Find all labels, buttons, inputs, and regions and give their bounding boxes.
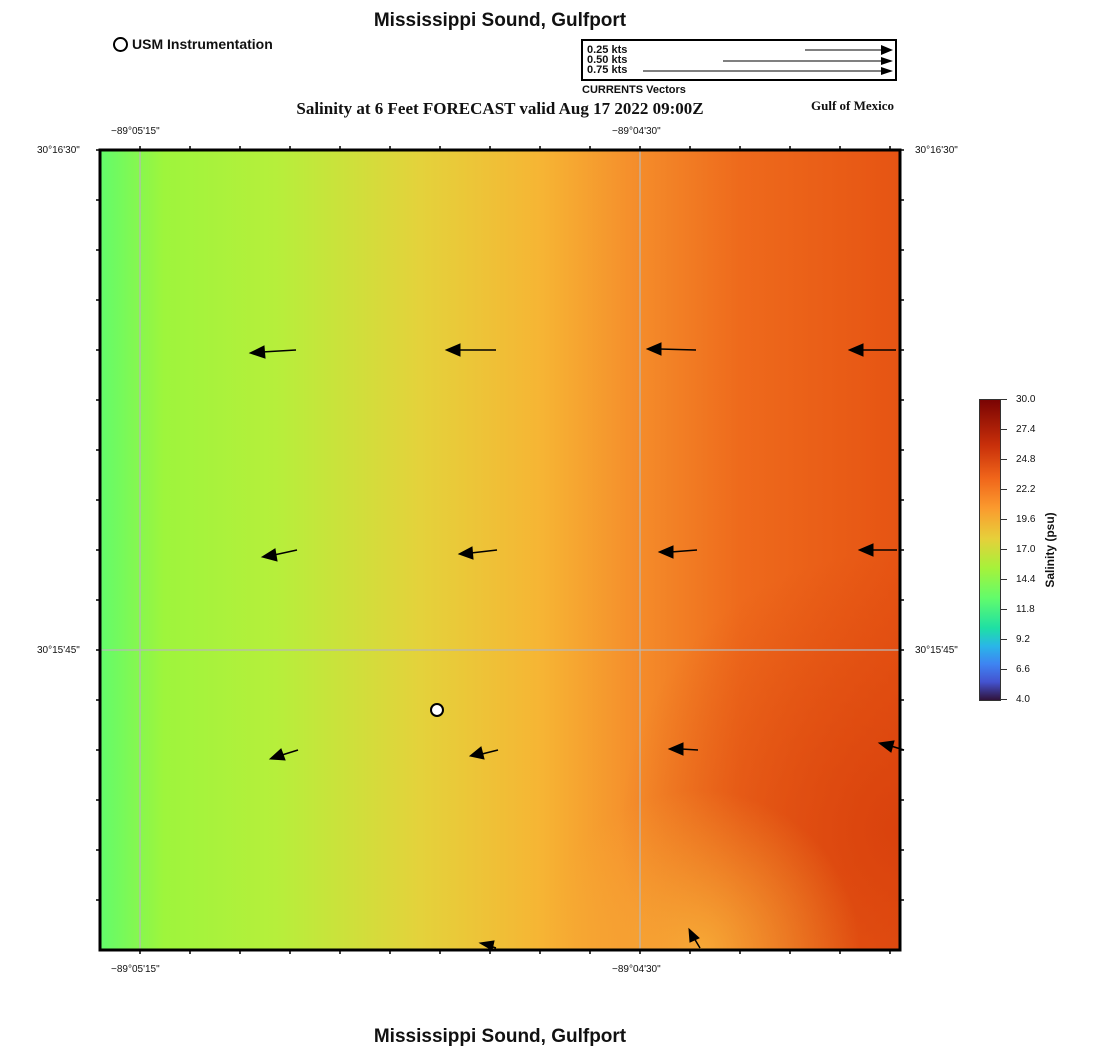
current-vectors <box>248 342 905 951</box>
current-vector <box>260 548 298 562</box>
gridlines <box>100 150 900 950</box>
frame-ticks <box>96 146 904 954</box>
current-vector <box>688 927 701 949</box>
colorbar-label: 24.8 <box>1016 454 1036 465</box>
colorbar-tick <box>1001 489 1007 490</box>
colorbar-tick <box>1001 519 1007 520</box>
vector-legend-arrow-050 <box>723 57 893 65</box>
current-vector <box>857 543 897 557</box>
colorbar-label: 30.0 <box>1016 394 1036 405</box>
colorbar-tick <box>1001 429 1007 430</box>
current-vector <box>248 345 297 359</box>
colorbar-tick <box>1001 669 1007 670</box>
lat-label-left-top: 30°16'30" <box>37 145 80 156</box>
colorbar-label: 11.8 <box>1016 604 1035 615</box>
map-title: Mississippi Sound, Gulfport <box>373 10 627 31</box>
vector-legend-label-050: 0.50 kts <box>587 54 628 66</box>
colorbar-tick <box>1001 609 1007 610</box>
station-legend-label: USM Instrumentation <box>132 36 273 52</box>
colorbar-tick <box>1001 699 1007 700</box>
lon-label-top-right: −89°04'30" <box>612 126 661 137</box>
current-vector <box>645 342 697 356</box>
region-label: Gulf of Mexico <box>811 98 895 113</box>
vector-legend-label-075: 0.75 kts <box>587 64 628 76</box>
colorbar-label: 19.6 <box>1016 514 1036 525</box>
vector-legend-arrow-025 <box>805 45 893 55</box>
vector-legend-label-025: 0.25 kts <box>587 44 628 56</box>
colorbar-tick <box>1001 399 1007 400</box>
footer-title: Mississippi Sound, Gulfport <box>373 1026 627 1047</box>
colorbar-label: 14.4 <box>1016 574 1036 585</box>
colorbar-label: 22.2 <box>1016 484 1036 495</box>
current-vector <box>457 546 498 560</box>
lat-label-left-mid: 30°15'45" <box>37 645 80 656</box>
lon-label-bottom-left: −89°05'15" <box>111 964 160 975</box>
current-vector <box>667 742 699 756</box>
current-vector <box>478 940 497 951</box>
colorbar-label: 27.4 <box>1016 424 1036 435</box>
current-vector <box>268 748 299 761</box>
colorbar-label: 4.0 <box>1016 694 1030 705</box>
vector-legend-caption: CURRENTS Vectors <box>582 84 686 96</box>
lon-label-top-left: −89°05'15" <box>111 126 160 137</box>
lat-label-right-mid: 30°15'45" <box>915 645 958 656</box>
vector-legend-arrows <box>643 45 893 75</box>
current-vector <box>877 740 905 753</box>
lat-label-right-top: 30°16'30" <box>915 145 958 156</box>
current-vector <box>847 343 896 357</box>
station-legend: USM Instrumentation <box>113 36 273 52</box>
station-marker-icon <box>113 36 128 52</box>
usm-station-marker <box>430 703 444 717</box>
vector-legend-arrow-075 <box>643 67 893 75</box>
current-vector <box>444 343 496 357</box>
colorbar-tick <box>1001 579 1007 580</box>
colorbar-tick <box>1001 459 1007 460</box>
salinity-colorbar <box>979 399 1001 701</box>
colorbar-label: 9.2 <box>1016 634 1030 645</box>
map-subtitle: Salinity at 6 Feet FORECAST valid Aug 17… <box>296 99 704 118</box>
colorbar-label: 17.0 <box>1016 544 1036 555</box>
colorbar-tick <box>1001 549 1007 550</box>
lon-label-bottom-right: −89°04'30" <box>612 964 661 975</box>
salinity-field-warm-area <box>100 150 900 950</box>
vector-legend: 0.25 kts 0.50 kts 0.75 kts <box>581 39 897 81</box>
current-vector <box>468 746 499 760</box>
current-vector <box>657 545 698 559</box>
colorbar-label: 6.6 <box>1016 664 1030 675</box>
colorbar-tick <box>1001 639 1007 640</box>
colorbar-title: Salinity (psu) <box>1043 512 1057 588</box>
